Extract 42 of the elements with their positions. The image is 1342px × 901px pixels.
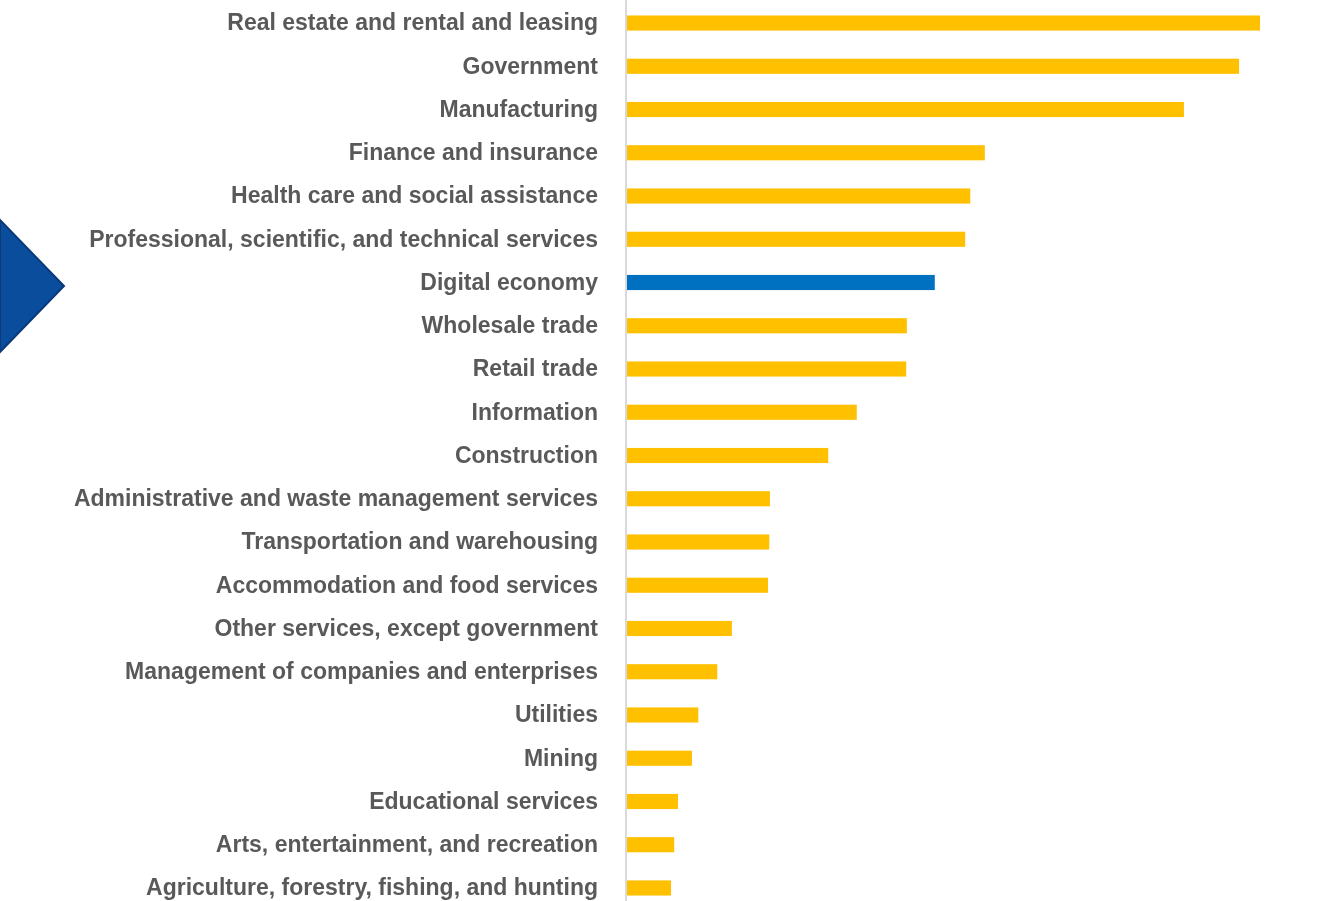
- bar: [626, 447, 829, 464]
- y-tick-label: Retail trade: [472, 355, 598, 382]
- bar: [626, 620, 732, 637]
- y-tick-label: Wholesale trade: [421, 312, 598, 339]
- y-tick-label: Administrative and waste management services: [73, 485, 598, 512]
- bar: [626, 188, 971, 204]
- bar: [626, 274, 935, 291]
- bar: [626, 58, 1240, 74]
- bar: [626, 707, 699, 723]
- y-tick-label: Construction: [454, 441, 598, 468]
- y-tick-label: Accommodation and food services: [215, 571, 598, 598]
- bar: [626, 880, 672, 896]
- y-tick-label: Information: [471, 398, 598, 425]
- bar: [626, 361, 907, 377]
- bar: [626, 404, 857, 420]
- bar: [626, 15, 1260, 31]
- bar: [626, 231, 966, 247]
- bar: [626, 793, 678, 810]
- bar: [626, 577, 769, 593]
- y-tick-label: Arts, entertainment, and recreation: [215, 831, 598, 858]
- y-tick-label: Transportation and warehousing: [241, 528, 598, 555]
- y-tick-label: Agriculture, forestry, fishing, and hunting: [146, 874, 598, 901]
- bar: [626, 101, 1184, 118]
- y-tick-label: Other services, except government: [214, 614, 599, 641]
- y-tick-label: Educational services: [369, 787, 598, 814]
- y-tick-label: Mining: [523, 744, 598, 771]
- y-tick-label: Utilities: [514, 701, 598, 728]
- bar: [626, 491, 770, 507]
- y-tick-label: Management of companies and enterprises: [125, 658, 598, 685]
- bar: [626, 318, 907, 334]
- bar: [626, 837, 675, 853]
- y-tick-label: Digital economy: [420, 268, 599, 295]
- bar: [626, 145, 985, 161]
- bar: [626, 534, 770, 550]
- bar: [626, 750, 692, 766]
- y-tick-label: Real estate and rental and leasing: [227, 9, 598, 36]
- y-tick-label: Manufacturing: [439, 95, 598, 122]
- y-tick-label: Government: [462, 52, 599, 79]
- bar: [626, 664, 718, 680]
- y-tick-label: Health care and social assistance: [231, 182, 598, 209]
- y-tick-label: Professional, scientific, and technical services: [89, 225, 598, 252]
- y-tick-label: Finance and insurance: [348, 139, 598, 166]
